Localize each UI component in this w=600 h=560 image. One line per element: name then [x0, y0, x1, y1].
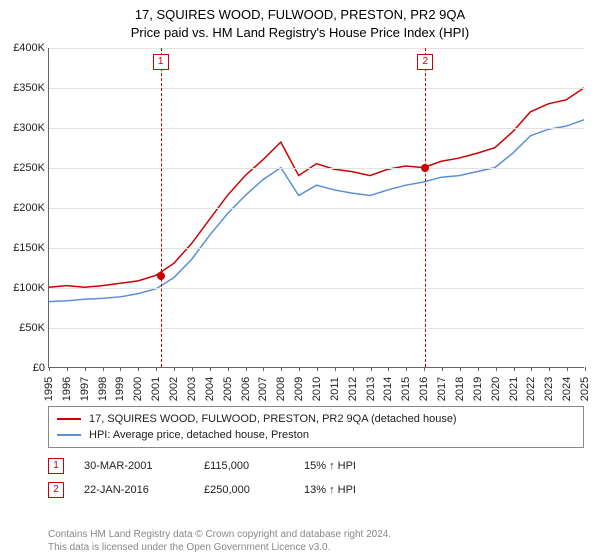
marker-label: 2: [417, 54, 433, 70]
marker-dot: [157, 272, 165, 280]
legend-label: 17, SQUIRES WOOD, FULWOOD, PRESTON, PR2 …: [89, 413, 457, 425]
x-axis-label: 2008: [275, 377, 287, 401]
chart-title: 17, SQUIRES WOOD, FULWOOD, PRESTON, PR2 …: [0, 0, 600, 41]
legend-label: HPI: Average price, detached house, Pres…: [89, 429, 309, 441]
x-axis-label: 2005: [222, 377, 234, 401]
x-axis-label: 2010: [311, 377, 323, 401]
event-marker-icon: 1: [48, 458, 64, 474]
y-axis-label: £300K: [3, 122, 45, 134]
event-date: 30-MAR-2001: [84, 460, 184, 472]
x-axis-label: 2015: [400, 377, 412, 401]
x-axis-label: 2009: [293, 377, 305, 401]
event-hpi: 15% ↑ HPI: [304, 460, 584, 472]
x-axis-label: 2019: [472, 377, 484, 401]
legend-swatch: [57, 434, 81, 436]
footer-line-1: Contains HM Land Registry data © Crown c…: [48, 528, 584, 541]
x-axis-label: 2021: [508, 377, 520, 401]
event-hpi: 13% ↑ HPI: [304, 484, 584, 496]
x-axis-label: 2011: [329, 377, 341, 401]
x-axis-label: 2025: [579, 377, 591, 401]
x-axis-label: 1996: [61, 377, 73, 401]
x-axis-label: 2000: [132, 377, 144, 401]
marker-dot: [421, 164, 429, 172]
x-axis-label: 1995: [43, 377, 55, 401]
event-date: 22-JAN-2016: [84, 484, 184, 496]
x-axis-label: 2004: [204, 377, 216, 401]
y-axis-label: £150K: [3, 242, 45, 254]
event-price: £250,000: [204, 484, 284, 496]
x-axis-label: 2023: [543, 377, 555, 401]
x-axis-label: 2018: [454, 377, 466, 401]
x-axis-label: 2024: [561, 377, 573, 401]
y-axis-label: £350K: [3, 82, 45, 94]
x-axis-label: 2016: [418, 377, 430, 401]
x-axis-label: 2003: [186, 377, 198, 401]
x-axis-label: 1999: [114, 377, 126, 401]
x-axis-label: 1998: [97, 377, 109, 401]
event-marker-icon: 2: [48, 482, 64, 498]
marker-line: [161, 48, 162, 367]
footer-attribution: Contains HM Land Registry data © Crown c…: [48, 528, 584, 554]
x-axis-label: 2006: [240, 377, 252, 401]
x-axis-label: 2002: [168, 377, 180, 401]
series-hpi: [49, 120, 584, 302]
y-axis-label: £250K: [3, 162, 45, 174]
event-row: 1 30-MAR-2001 £115,000 15% ↑ HPI: [48, 454, 584, 478]
y-axis-label: £100K: [3, 282, 45, 294]
event-row: 2 22-JAN-2016 £250,000 13% ↑ HPI: [48, 478, 584, 502]
x-axis-label: 2020: [490, 377, 502, 401]
x-axis-label: 2012: [347, 377, 359, 401]
marker-line: [425, 48, 426, 367]
marker-label: 1: [153, 54, 169, 70]
legend-swatch: [57, 418, 81, 420]
y-axis-label: £0: [3, 362, 45, 374]
title-line-2: Price paid vs. HM Land Registry's House …: [0, 24, 600, 42]
footer-line-2: This data is licensed under the Open Gov…: [48, 541, 584, 554]
y-axis-label: £50K: [3, 322, 45, 334]
x-axis-label: 2022: [525, 377, 537, 401]
events-table: 1 30-MAR-2001 £115,000 15% ↑ HPI 2 22-JA…: [48, 454, 584, 502]
x-axis-label: 2017: [436, 377, 448, 401]
y-axis-label: £400K: [3, 42, 45, 54]
title-line-1: 17, SQUIRES WOOD, FULWOOD, PRESTON, PR2 …: [0, 6, 600, 24]
legend-item: 17, SQUIRES WOOD, FULWOOD, PRESTON, PR2 …: [57, 411, 575, 427]
chart-container: 17, SQUIRES WOOD, FULWOOD, PRESTON, PR2 …: [0, 0, 600, 560]
x-axis-label: 2014: [382, 377, 394, 401]
event-price: £115,000: [204, 460, 284, 472]
legend-item: HPI: Average price, detached house, Pres…: [57, 427, 575, 443]
y-axis-label: £200K: [3, 202, 45, 214]
series-price_paid: [49, 88, 584, 287]
x-axis-label: 2001: [150, 377, 162, 401]
plot-area: £0£50K£100K£150K£200K£250K£300K£350K£400…: [48, 48, 584, 368]
x-axis-label: 2007: [257, 377, 269, 401]
legend: 17, SQUIRES WOOD, FULWOOD, PRESTON, PR2 …: [48, 406, 584, 448]
x-axis-label: 2013: [365, 377, 377, 401]
x-axis-label: 1997: [79, 377, 91, 401]
